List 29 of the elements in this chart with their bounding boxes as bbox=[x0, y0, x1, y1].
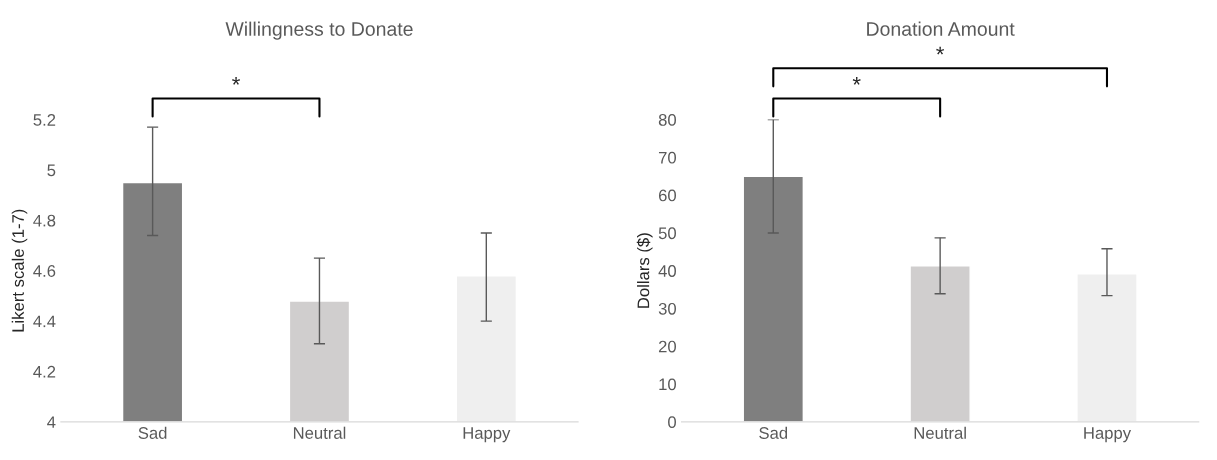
y-axis-title: Dollars ($) bbox=[636, 233, 653, 308]
y-tick-label: 70 bbox=[658, 151, 677, 164]
text: * bbox=[936, 46, 945, 55]
x-tick-label: Neutral bbox=[293, 426, 346, 439]
y-tick-label: 10 bbox=[659, 378, 677, 391]
x-tick-label: Happy bbox=[1084, 427, 1132, 443]
y-tick-label: 30 bbox=[658, 302, 677, 315]
y-tick-label: 5.2 bbox=[33, 114, 56, 126]
y-tick-label: 4.6 bbox=[33, 265, 56, 277]
y-tick-label: 4.8 bbox=[33, 214, 56, 227]
x-tick-label: Neutral bbox=[914, 426, 966, 439]
chart-title: Willingness to Donate bbox=[225, 21, 413, 40]
chart-title: Donation Amount bbox=[867, 21, 1015, 36]
x-tick-label: Sad bbox=[138, 426, 167, 439]
y-tick-label: 4.2 bbox=[33, 365, 56, 378]
y-tick-label: 60 bbox=[658, 189, 677, 202]
y-tick-label: 0 bbox=[668, 416, 677, 429]
y-axis-title: Likert scale (1-7) bbox=[11, 209, 28, 332]
y-tick-label: 40 bbox=[658, 265, 677, 277]
y-tick-label: 5 bbox=[47, 164, 56, 177]
text: * bbox=[852, 77, 861, 85]
y-tick-label: 50 bbox=[658, 227, 677, 240]
y-tick-label: 4 bbox=[47, 416, 56, 428]
text: * bbox=[232, 77, 241, 85]
x-tick-label: Sad bbox=[759, 426, 788, 439]
y-tick-label: 4.4 bbox=[33, 315, 56, 328]
y-tick-label: 20 bbox=[658, 340, 677, 353]
y-tick-label: 80 bbox=[658, 114, 677, 126]
x-tick-label: Happy bbox=[463, 427, 511, 443]
